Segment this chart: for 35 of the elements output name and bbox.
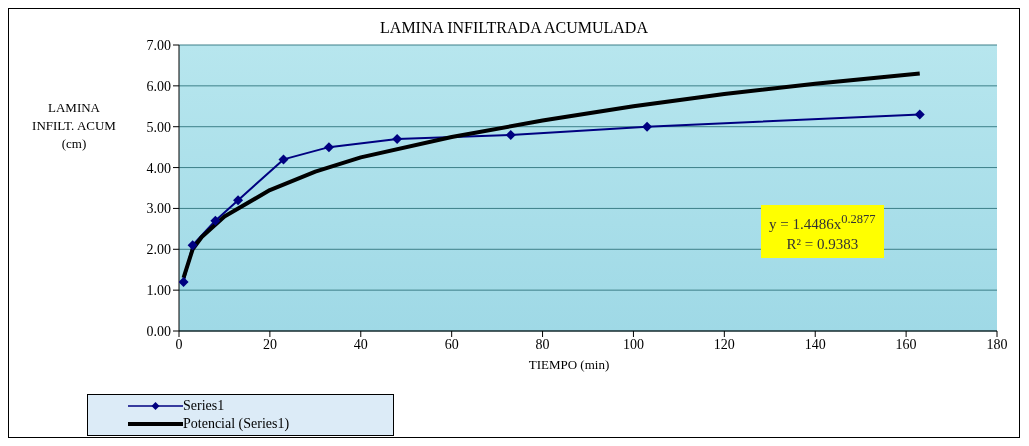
- y-tick-label: 6.00: [146, 78, 171, 94]
- point: [505, 129, 516, 140]
- annotation: y = 1.4486x$^{0.2877}$: [769, 211, 876, 234]
- y-tick-label: 4.00: [146, 160, 171, 176]
- y-tick-label: 0.00: [146, 323, 171, 339]
- y-tick-label: 5.00: [146, 119, 171, 135]
- annotation: R² = 0.9383: [785, 235, 860, 254]
- point: [179, 276, 189, 287]
- y-axis-title: LAMINA INFILT. ACUM (cm): [31, 99, 117, 153]
- x-axis-title: TIEMPO (min): [527, 357, 611, 373]
- point: [323, 142, 334, 153]
- y-tick-label: 2.00: [146, 242, 171, 258]
- x-tick-label: 60: [444, 336, 459, 352]
- x-tick-label: 140: [804, 336, 826, 352]
- x-tick-label: 40: [353, 336, 368, 352]
- x-tick-label: 160: [895, 336, 917, 352]
- y-tick-label: 7.00: [146, 37, 171, 53]
- point: [210, 215, 221, 226]
- point: [187, 240, 198, 251]
- y-tick-label: 3.00: [146, 201, 171, 217]
- point: [914, 109, 925, 120]
- x-tick-label: 80: [535, 336, 550, 352]
- point: [392, 133, 403, 144]
- x-tick-label: 0: [175, 336, 183, 352]
- point: [642, 121, 653, 132]
- chart-title: LAMINA INFILTRADA ACUMULADA: [379, 19, 649, 37]
- x-tick-label: 120: [713, 336, 735, 352]
- x-tick-label: 100: [622, 336, 644, 352]
- legend-label: Series1: [183, 398, 225, 414]
- legend-label: Potencial (Series1): [183, 416, 290, 432]
- y-tick-label: 1.00: [146, 283, 171, 299]
- point: [278, 154, 289, 165]
- point: [233, 195, 244, 206]
- x-tick-label: 180: [986, 336, 1008, 352]
- x-tick-label: 20: [262, 336, 277, 352]
